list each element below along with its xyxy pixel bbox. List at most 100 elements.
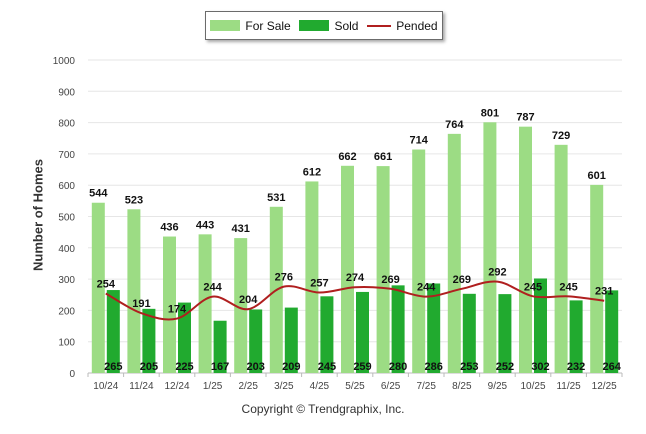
copyright-text: Copyright © Trendgraphix, Inc. (241, 402, 405, 416)
data-label-pended: 274 (346, 272, 365, 284)
x-tick-label: 11/25 (556, 381, 581, 392)
bar-for-sale (447, 133, 461, 373)
legend-label-for-sale: For Sale (245, 18, 291, 33)
data-label-for-sale: 714 (410, 135, 429, 147)
for-sale-swatch (210, 20, 241, 31)
bar-for-sale (376, 166, 390, 373)
data-label-sold: 253 (460, 361, 478, 373)
y-tick-label: 400 (58, 244, 75, 255)
y-tick-label: 200 (58, 306, 75, 317)
y-tick-label: 700 (58, 150, 75, 161)
legend-item-sold[interactable]: Sold (299, 19, 358, 33)
data-label-pended: 204 (239, 294, 258, 306)
data-label-for-sale: 523 (125, 194, 143, 206)
bar-sold (498, 294, 512, 373)
x-tick-label: 7/25 (416, 381, 436, 392)
data-label-pended: 245 (559, 281, 577, 293)
data-label-sold: 264 (603, 361, 622, 373)
data-label-sold: 209 (282, 361, 300, 373)
legend-item-for-sale[interactable]: For Sale (210, 18, 291, 33)
data-label-pended: 191 (132, 298, 150, 310)
bar-sold (142, 308, 156, 373)
y-tick-label: 600 (58, 181, 75, 192)
data-label-sold: 245 (318, 361, 336, 373)
pended-line-series (105, 280, 605, 321)
legend[interactable]: For Sale Sold Pended (205, 11, 443, 40)
x-tick-label: 6/25 (381, 381, 401, 392)
data-label-sold: 252 (496, 361, 514, 373)
y-tick-label: 900 (58, 87, 75, 98)
bar-for-sale (590, 184, 604, 373)
x-tick-label: 2/25 (238, 381, 258, 392)
data-label-pended: 292 (488, 267, 506, 279)
bar-for-sale (91, 202, 105, 373)
data-label-for-sale: 801 (481, 107, 499, 119)
data-label-sold: 225 (175, 361, 193, 373)
bar-for-sale (305, 181, 319, 373)
bar-sold (178, 302, 191, 373)
x-tick-label: 1/25 (203, 381, 223, 392)
bar-sold (569, 300, 583, 373)
x-axis-ticks: 10/24 11/24 12/24 1/25 2/25 3/25 4/25 5/25 6/25 7… (87, 373, 623, 392)
y-tick-label: 800 (58, 119, 75, 130)
data-label-sold: 280 (389, 361, 407, 373)
data-label-pended: 269 (381, 274, 399, 286)
bar-for-sale (198, 234, 212, 373)
data-label-for-sale: 787 (516, 112, 534, 124)
data-label-for-sale: 436 (160, 222, 178, 234)
data-label-pended: 257 (310, 278, 328, 290)
bar-for-sale (412, 149, 426, 373)
y-tick-label: 100 (58, 338, 75, 349)
data-label-for-sale: 661 (374, 151, 392, 163)
data-label-pended: 231 (595, 286, 613, 298)
x-tick-label: 4/25 (310, 381, 330, 392)
data-label-pended: 244 (417, 282, 436, 294)
y-axis-ticks: 0 100 200 300 400 500 600 700 800 900 1000 (53, 56, 76, 380)
legend-label-sold: Sold (334, 18, 359, 33)
y-axis-title-text: Number of Homes (30, 159, 46, 271)
bar-sold (249, 309, 263, 373)
data-label-pended: 244 (203, 282, 222, 294)
legend-label-pended: Pended (396, 18, 438, 33)
bar-for-sale (163, 236, 176, 373)
bar-for-sale (483, 122, 497, 373)
y-tick-label: 1000 (53, 56, 76, 67)
data-label-for-sale: 764 (445, 119, 464, 131)
data-label-sold: 265 (104, 361, 122, 373)
bar-sold (534, 278, 547, 373)
data-label-for-sale: 443 (196, 219, 214, 231)
bar-sold (284, 307, 298, 373)
x-tick-label: 12/25 (592, 381, 617, 392)
data-label-for-sale: 601 (588, 170, 606, 182)
data-label-for-sale: 431 (232, 223, 250, 235)
x-tick-label: 9/25 (488, 381, 508, 392)
bar-sold (213, 320, 227, 373)
x-tick-label: 11/24 (129, 381, 154, 392)
bar-for-sale (519, 126, 532, 373)
data-label-sold: 205 (140, 361, 158, 373)
data-label-sold: 167 (211, 361, 229, 373)
data-label-for-sale: 662 (338, 151, 356, 163)
bar-sold (605, 290, 619, 373)
bar-sold (320, 296, 334, 373)
bar-for-sale (127, 209, 141, 373)
y-tick-label: 300 (58, 275, 75, 286)
data-label-sold: 232 (567, 361, 585, 373)
bar-for-sale (234, 238, 248, 373)
data-label-for-sale: 544 (89, 188, 108, 200)
data-label-sold: 286 (425, 361, 443, 373)
data-label-for-sale: 531 (267, 192, 285, 204)
data-label-pended: 245 (524, 281, 542, 293)
bar-for-sale (554, 144, 568, 373)
pended-line (105, 280, 605, 321)
data-label-sold: 259 (353, 361, 371, 373)
bar-sold (106, 290, 120, 373)
x-tick-label: 10/25 (520, 381, 545, 392)
data-label-for-sale: 729 (552, 130, 570, 142)
y-tick-label: 500 (58, 213, 75, 224)
data-labels: 544 265 523 205 436 225 443 167 431 203 531 209 612 2… (89, 107, 622, 373)
data-label-sold: 302 (531, 361, 549, 373)
x-tick-label: 12/24 (164, 381, 189, 392)
legend-item-pended[interactable]: Pended (367, 18, 438, 33)
